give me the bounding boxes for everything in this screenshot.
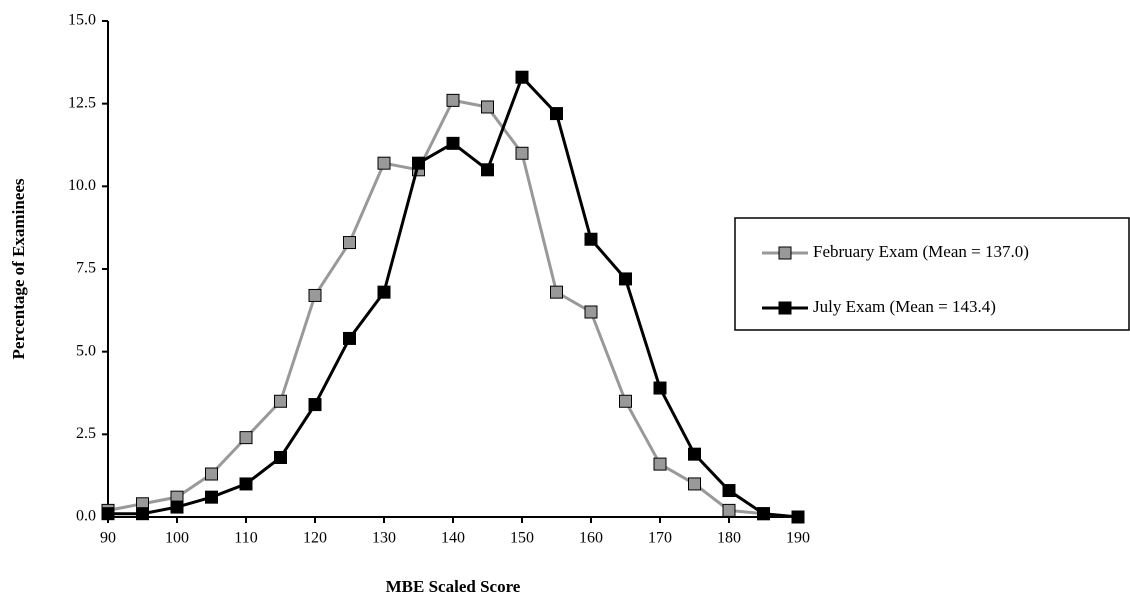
data-point [343,331,356,345]
y-tick-label: 15.0 [68,12,96,29]
x-tick-label: 150 [510,530,534,547]
y-tick-label: 5.0 [76,342,96,359]
data-point [688,477,701,491]
data-point [550,107,563,121]
x-tick-label: 180 [717,530,741,547]
legend-label: February Exam (Mean = 137.0) [813,242,1029,261]
x-tick-label: 170 [648,530,672,547]
data-point [205,467,218,481]
data-point [446,136,460,150]
legend-label: July Exam (Mean = 143.4) [813,297,996,316]
data-point [619,272,632,286]
data-point [446,93,460,107]
x-tick-label: 90 [100,530,116,547]
data-point [239,477,253,491]
data-point [377,285,391,299]
x-tick-label: 120 [303,530,327,547]
data-point [722,503,736,517]
data-point [481,163,494,177]
data-point [308,398,322,412]
data-point [584,305,598,319]
data-point [550,285,563,299]
legend-marker [778,301,792,315]
legend-box [734,217,1130,331]
data-point [101,507,115,521]
data-point [412,156,425,170]
data-point [722,484,736,498]
data-point [377,156,391,170]
y-tick-label: 10.0 [68,177,96,194]
data-point [343,236,356,250]
data-point [205,490,218,504]
x-tick-label: 160 [579,530,603,547]
data-point [515,70,529,84]
data-point [308,288,322,302]
data-point [274,450,287,464]
data-point [791,510,805,524]
x-axis-title: MBE Scaled Score [386,577,521,596]
legend-marker [778,246,792,260]
data-point [274,394,287,408]
y-tick-label: 0.0 [76,508,96,525]
y-tick-label: 7.5 [76,260,96,277]
y-tick-label: 2.5 [76,425,96,442]
y-tick-label: 12.5 [68,94,96,111]
x-tick-label: 130 [372,530,396,547]
data-point [757,507,770,521]
data-point [136,507,149,521]
data-point [653,457,667,471]
data-point [515,146,529,160]
data-point [619,394,632,408]
x-tick-label: 110 [234,530,257,547]
data-point [170,500,184,514]
data-point [239,431,253,445]
data-point [688,447,701,461]
y-axis-title: Percentage of Examinees [9,178,28,359]
x-tick-label: 190 [786,530,810,547]
data-point [653,381,667,395]
data-point [584,232,598,246]
x-tick-label: 140 [441,530,465,547]
x-tick-label: 100 [165,530,189,547]
data-point [481,100,494,114]
